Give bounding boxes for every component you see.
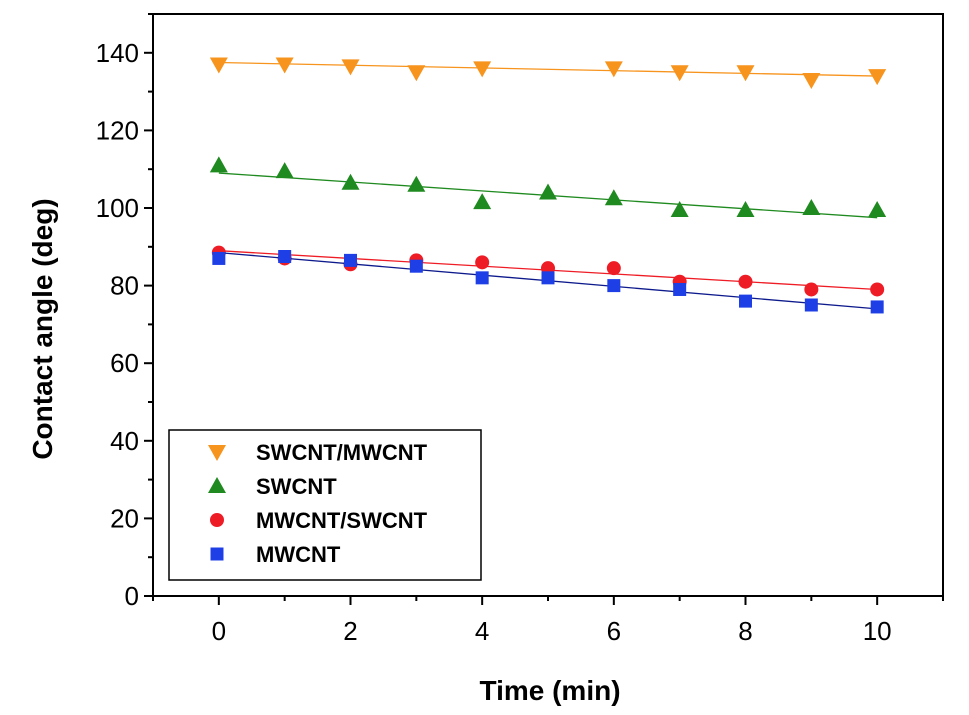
y-tick-label: 60 [110,348,139,378]
data-point [739,294,752,308]
data-point [673,282,687,296]
y-axis-title: Contact angle (deg) [27,198,58,459]
series-swcnt [209,156,887,219]
data-point [870,300,884,314]
data-point [604,61,623,78]
data-point [868,200,887,217]
data-point [541,271,555,285]
data-point [607,279,621,293]
legend-label: SWCNT/MWCNT [256,440,428,465]
x-tick-label: 8 [738,616,752,646]
data-point [804,282,819,297]
data-point [802,72,821,89]
fit-line [218,61,878,77]
data-point [475,255,490,270]
legend: SWCNT/MWCNT SWCNT MWCNT/SWCNT MWCNT [168,429,482,581]
data-point [278,250,292,263]
y-tick-label: 120 [96,115,139,145]
legend-marker [208,445,226,461]
x-tick-label: 6 [607,616,621,646]
data-point [738,274,753,289]
x-tick-label: 0 [212,616,226,646]
legend-marker [210,547,224,561]
data-point [670,65,689,82]
data-point [539,183,557,200]
y-tick-label: 20 [110,503,139,533]
data-point [804,298,818,312]
series-layer [209,57,887,314]
x-tick-label: 2 [343,616,357,646]
legend-label: MWCNT/SWCNT [256,508,428,533]
y-tick-label: 100 [96,193,139,223]
x-tick-label: 10 [863,616,892,646]
legend-label: MWCNT [256,542,341,567]
legend-marker [208,477,226,493]
series-mwcnt [212,250,884,314]
data-point [212,251,226,265]
legend-label: SWCNT [256,474,337,499]
data-point [275,57,294,74]
data-point [868,69,887,86]
series-swcnt-mwcnt [209,57,887,89]
legend-item: SWCNT/MWCNT [208,440,428,465]
data-point [407,175,426,192]
data-point [736,65,755,82]
y-tick-label: 0 [125,581,139,611]
data-point [606,261,621,276]
legend-item: SWCNT [208,474,337,499]
data-point [604,189,623,206]
data-point [475,271,489,285]
data-point [473,61,492,78]
y-tick-label: 140 [96,38,139,68]
y-tick-label: 80 [110,271,139,301]
legend-item: MWCNT/SWCNT [210,508,428,533]
data-point [802,199,821,215]
data-point [209,156,228,173]
data-point [473,193,492,210]
data-point [409,259,423,273]
y-tick-label: 40 [110,426,139,456]
data-point [344,253,357,267]
data-point [736,200,755,217]
data-point [341,173,360,190]
legend-item: MWCNT [210,542,341,567]
x-tick-label: 4 [475,616,489,646]
data-point [209,57,228,74]
data-point [870,282,885,297]
series-mwcnt-swcnt [211,245,885,297]
data-point [407,65,426,82]
data-point [670,200,689,217]
data-point [341,59,360,76]
x-axis-title: Time (min) [479,675,620,706]
legend-marker [210,513,224,527]
data-point [275,162,294,179]
